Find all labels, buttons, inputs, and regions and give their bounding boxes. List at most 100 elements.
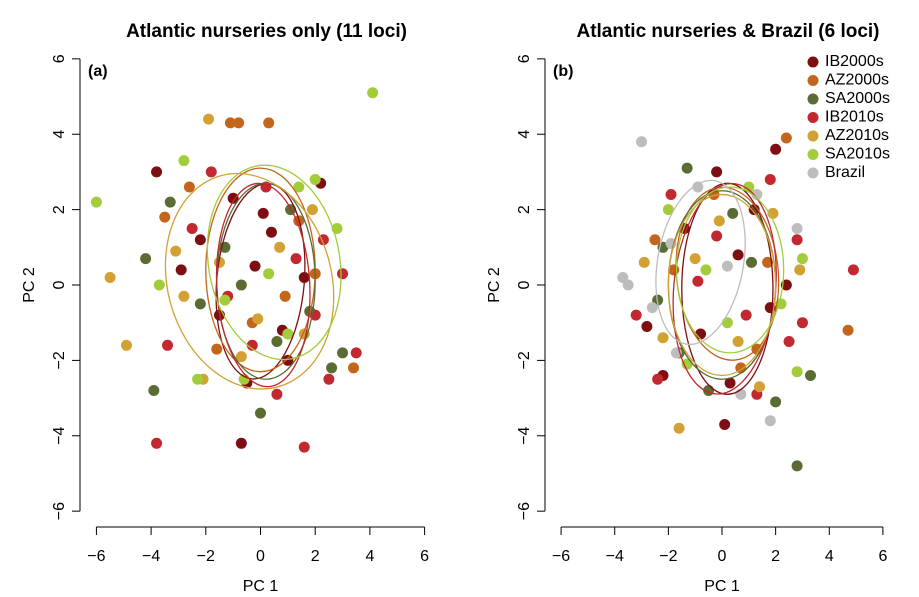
x-axis-label: PC 1 <box>704 578 740 595</box>
legend-label: SA2010s <box>825 146 890 163</box>
point <box>170 245 182 257</box>
point <box>279 290 291 302</box>
point <box>194 298 206 310</box>
legend-marker <box>807 93 819 105</box>
point <box>641 320 653 332</box>
ellipse <box>215 182 311 388</box>
x-tick-label: 0 <box>256 548 265 565</box>
y-tick-label: −6 <box>516 502 533 520</box>
x-tick-label: 2 <box>311 548 320 565</box>
point <box>724 377 736 389</box>
point <box>652 373 664 385</box>
point <box>298 441 310 453</box>
point <box>164 196 176 208</box>
x-axis-label: PC 1 <box>243 578 279 595</box>
point <box>770 143 782 155</box>
point <box>162 339 174 351</box>
point <box>794 264 806 276</box>
point <box>192 373 204 385</box>
x-tick-label: 4 <box>365 548 374 565</box>
point <box>175 264 187 276</box>
point <box>692 275 704 287</box>
y-tick-label: −4 <box>516 427 533 445</box>
y-tick-label: 6 <box>51 54 68 63</box>
y-tick-label: −2 <box>516 351 533 369</box>
point <box>689 253 701 265</box>
point <box>306 204 318 216</box>
ellipse <box>667 193 777 377</box>
point <box>224 117 236 129</box>
point <box>255 407 266 419</box>
x-tick-label: −4 <box>142 548 160 565</box>
point <box>337 268 349 280</box>
point <box>681 162 693 174</box>
point <box>770 396 782 408</box>
y-axis-label: PC 2 <box>21 267 38 303</box>
point <box>293 181 305 193</box>
legend-marker <box>807 75 819 86</box>
point <box>847 264 859 276</box>
point <box>235 437 247 449</box>
point <box>151 437 163 449</box>
point <box>151 166 163 178</box>
point <box>140 253 152 265</box>
ellipse <box>675 186 785 354</box>
point <box>274 241 286 253</box>
legend-marker <box>807 112 819 123</box>
point <box>203 113 215 125</box>
legend-marker <box>807 130 819 142</box>
x-tick-label: −2 <box>659 548 677 565</box>
point <box>194 234 206 246</box>
point <box>265 226 277 238</box>
point <box>282 328 294 340</box>
point <box>263 268 275 280</box>
legend-label: IB2010s <box>825 109 884 126</box>
point <box>622 279 634 291</box>
point <box>732 249 744 261</box>
x-tick-label: −2 <box>197 548 215 565</box>
point <box>257 207 269 219</box>
x-tick-label: −6 <box>552 548 570 565</box>
point <box>159 211 171 223</box>
point <box>148 385 160 397</box>
point <box>367 87 379 99</box>
point <box>791 234 803 246</box>
point <box>183 181 195 193</box>
point <box>721 317 733 329</box>
point <box>104 271 116 283</box>
point <box>323 373 335 385</box>
point <box>246 339 258 351</box>
point <box>282 354 294 366</box>
point <box>673 422 685 434</box>
ellipse <box>206 164 342 361</box>
point <box>791 222 803 234</box>
point <box>796 317 808 329</box>
point <box>90 196 102 208</box>
point <box>727 207 739 219</box>
point <box>238 373 250 385</box>
point <box>700 264 712 276</box>
x-tick-label: −4 <box>606 548 624 565</box>
point <box>638 256 650 268</box>
chart-title: Atlantic nurseries & Brazil (6 loci) <box>576 21 879 42</box>
point <box>178 290 190 302</box>
point <box>711 166 723 178</box>
point <box>263 117 275 129</box>
point <box>746 256 757 268</box>
point <box>271 336 283 348</box>
y-tick-label: 2 <box>51 205 68 214</box>
point <box>751 189 763 201</box>
point <box>337 347 349 359</box>
x-tick-label: 0 <box>718 548 727 565</box>
y-tick-label: 4 <box>51 130 68 139</box>
point <box>721 260 733 272</box>
ellipse <box>164 172 335 390</box>
y-tick-label: 2 <box>516 205 533 214</box>
y-axis-label: PC 2 <box>486 267 503 303</box>
point <box>805 369 816 381</box>
point <box>735 388 747 400</box>
point <box>732 336 744 348</box>
point <box>211 343 223 355</box>
point <box>657 332 669 344</box>
